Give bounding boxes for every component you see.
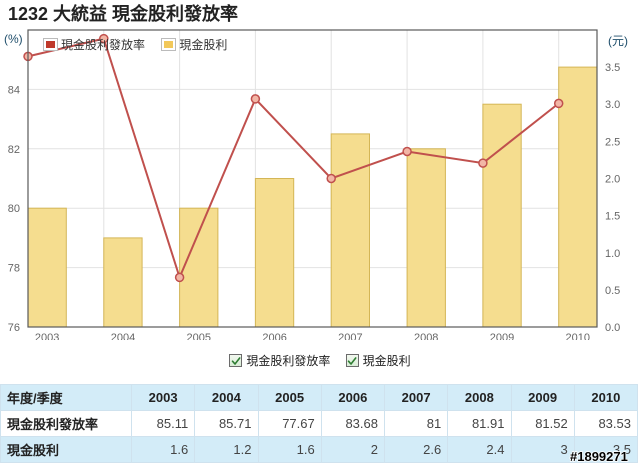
svg-text:3.0: 3.0 [605, 99, 620, 111]
svg-text:76: 76 [8, 322, 20, 334]
svg-text:0.5: 0.5 [605, 285, 620, 297]
svg-text:2003: 2003 [35, 332, 59, 340]
svg-text:1.0: 1.0 [605, 248, 620, 260]
svg-text:80: 80 [8, 203, 20, 215]
svg-text:2007: 2007 [338, 332, 362, 340]
svg-text:2.5: 2.5 [605, 136, 620, 148]
svg-text:82: 82 [8, 144, 20, 156]
svg-text:78: 78 [8, 263, 20, 275]
svg-text:84: 84 [8, 84, 20, 96]
svg-text:2004: 2004 [111, 332, 135, 340]
svg-text:2010: 2010 [566, 332, 590, 340]
svg-text:3.5: 3.5 [605, 62, 620, 74]
svg-text:1.5: 1.5 [605, 211, 620, 223]
svg-text:2.0: 2.0 [605, 174, 620, 186]
svg-text:2009: 2009 [490, 332, 514, 340]
svg-text:2006: 2006 [262, 332, 286, 340]
svg-text:0.0: 0.0 [605, 322, 620, 334]
svg-text:2008: 2008 [414, 332, 438, 340]
svg-text:2005: 2005 [187, 332, 211, 340]
